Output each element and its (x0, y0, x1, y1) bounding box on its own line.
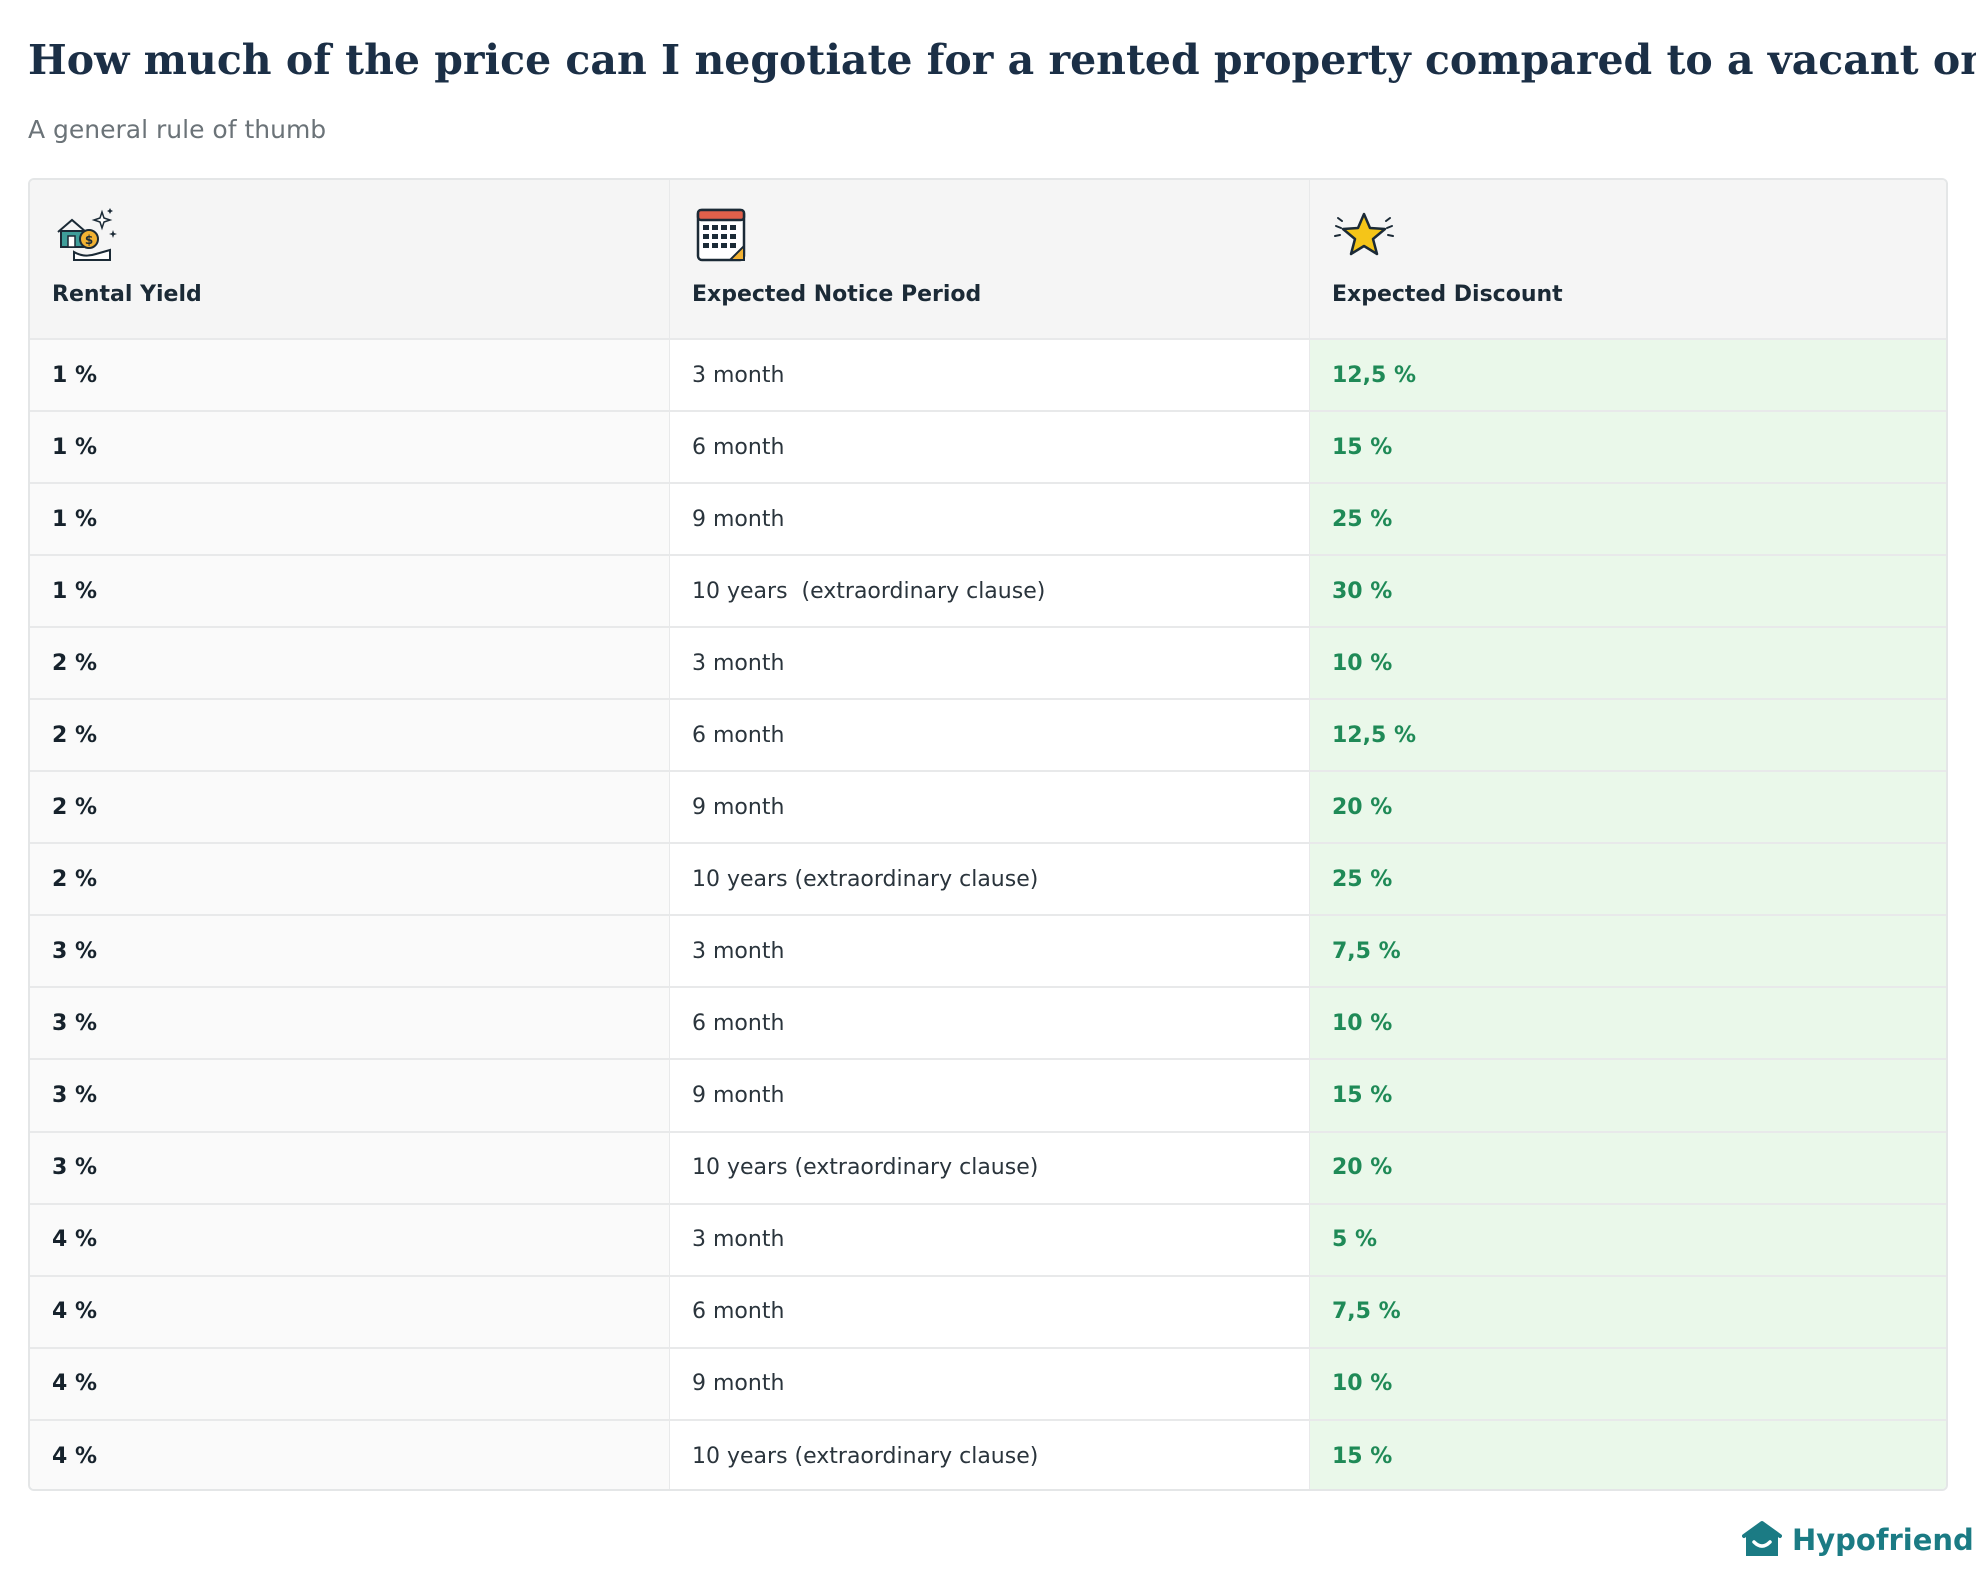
header-expected-discount: Expected Discount (1310, 180, 1946, 340)
rental-yield-cell: 1 % (30, 412, 670, 485)
notice-period-cell: 10 years (extraordinary clause) (670, 1420, 1310, 1489)
notice-period-cell: 6 month (670, 412, 1310, 485)
discount-cell: 7,5 % (1310, 916, 1946, 989)
notice-period-cell: 6 month (670, 988, 1310, 1061)
notice-period-cell: 9 month (670, 1060, 1310, 1133)
discount-cell: 10 % (1310, 988, 1946, 1061)
notice-period-cell: 10 years (extraordinary clause) (670, 1132, 1310, 1205)
svg-text:$: $ (85, 233, 93, 247)
discount-cell: 25 % (1310, 844, 1946, 917)
discount-cell: 20 % (1310, 772, 1946, 845)
rental-yield-cell: 1 % (30, 556, 670, 629)
discount-cell: 25 % (1310, 484, 1946, 557)
discount-cell: 12,5 % (1310, 700, 1946, 773)
brand-logo[interactable]: Hypofriend (1742, 1520, 1974, 1560)
star-icon (1334, 212, 1394, 256)
discount-cell: 15 % (1310, 1060, 1946, 1133)
brand-name: Hypofriend (1792, 1523, 1974, 1557)
notice-period-cell: 9 month (670, 772, 1310, 845)
rental-yield-cell: 3 % (30, 1060, 670, 1133)
rental-yield-cell: 2 % (30, 772, 670, 845)
discount-cell: 10 % (1310, 1348, 1946, 1421)
rental-yield-cell: 3 % (30, 988, 670, 1061)
rental-yield-cell: 4 % (30, 1420, 670, 1489)
notice-period-cell: 9 month (670, 484, 1310, 557)
discount-cell: 30 % (1310, 556, 1946, 629)
house-logo-icon (1742, 1521, 1782, 1556)
notice-period-cell: 10 years (extraordinary clause) (670, 556, 1310, 629)
notice-period-cell: 10 years (extraordinary clause) (670, 844, 1310, 917)
header-notice-period: Expected Notice Period (670, 180, 1310, 340)
rental-yield-cell: 1 % (30, 340, 670, 413)
discount-cell: 7,5 % (1310, 1276, 1946, 1349)
rental-yield-cell: 4 % (30, 1348, 670, 1421)
rental-yield-cell: 4 % (30, 1204, 670, 1277)
notice-period-cell: 6 month (670, 1276, 1310, 1349)
notice-period-cell: 3 month (670, 340, 1310, 413)
header-label: Expected Notice Period (692, 282, 982, 307)
discount-table: $ Rental Yield Expected Notice Period (28, 178, 1948, 1491)
discount-cell: 12,5 % (1310, 340, 1946, 413)
notice-period-cell: 9 month (670, 1348, 1310, 1421)
header-label: Rental Yield (52, 282, 202, 307)
notice-period-cell: 3 month (670, 628, 1310, 701)
house-money-icon: $ (57, 208, 117, 261)
discount-cell: 5 % (1310, 1204, 1946, 1277)
discount-cell: 10 % (1310, 628, 1946, 701)
page-subtitle: A general rule of thumb (28, 115, 327, 144)
rental-yield-cell: 1 % (30, 484, 670, 557)
discount-cell: 20 % (1310, 1132, 1946, 1205)
discount-cell: 15 % (1310, 412, 1946, 485)
notice-period-cell: 3 month (670, 916, 1310, 989)
header-rental-yield: $ Rental Yield (30, 180, 670, 340)
rental-yield-cell: 2 % (30, 628, 670, 701)
rental-yield-cell: 3 % (30, 1132, 670, 1205)
rental-yield-cell: 2 % (30, 700, 670, 773)
header-label: Expected Discount (1332, 282, 1563, 307)
rental-yield-cell: 2 % (30, 844, 670, 917)
rental-yield-cell: 4 % (30, 1276, 670, 1349)
rental-yield-cell: 3 % (30, 916, 670, 989)
notice-period-cell: 3 month (670, 1204, 1310, 1277)
discount-cell: 15 % (1310, 1420, 1946, 1489)
calendar-icon (696, 208, 746, 262)
notice-period-cell: 6 month (670, 700, 1310, 773)
page-title: How much of the price can I negotiate fo… (28, 36, 1976, 84)
